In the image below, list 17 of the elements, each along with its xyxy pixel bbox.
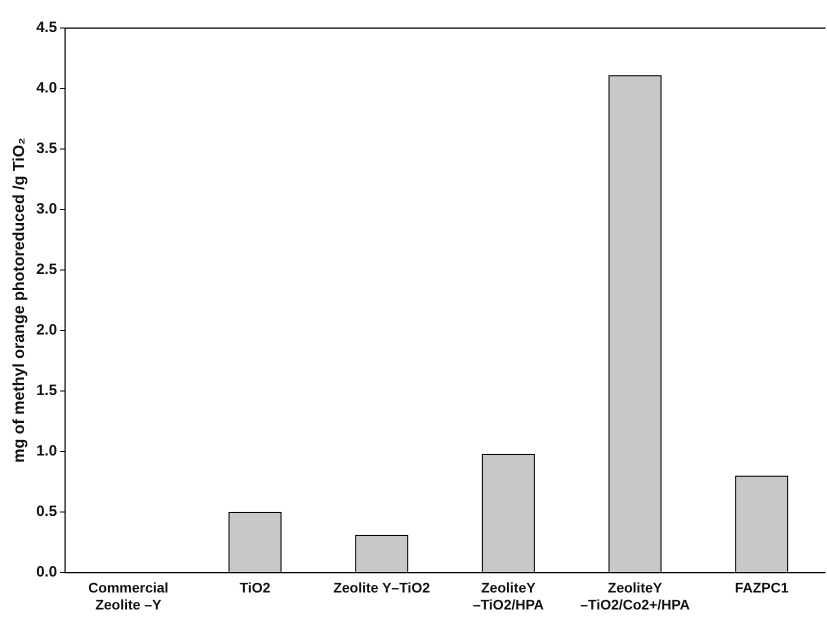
x-tick-label: TiO2 (240, 580, 271, 596)
y-tick-label: 3.0 (36, 200, 58, 218)
x-tick-label: ZeoliteY –TiO2/HPA (472, 580, 544, 612)
x-tick-label: Zeolite Y–TiO2 (333, 580, 430, 596)
y-tick-label: 2.0 (36, 322, 58, 339)
y-tick-label: 4.0 (36, 80, 58, 97)
y-tick-label: 2.5 (36, 261, 58, 278)
y-tick-label: 1.0 (36, 442, 58, 460)
y-tick-label: 0.0 (36, 564, 58, 581)
y-tick-label: 0.5 (36, 503, 58, 520)
x-tick-label: ZeoliteY –TiO2/Co2+/HPA (580, 580, 690, 612)
y-tick-label: 4.5 (36, 19, 58, 36)
y-axis-title: mg of methyl orange photoreduced /g TiO₂ (11, 138, 28, 463)
y-tick-label: 1.5 (36, 382, 58, 400)
x-tick-label: Commercial Zeolite –Y (88, 580, 168, 612)
x-tick-label: FAZPC1 (734, 580, 789, 596)
y-tick-label: 3.5 (36, 140, 58, 158)
